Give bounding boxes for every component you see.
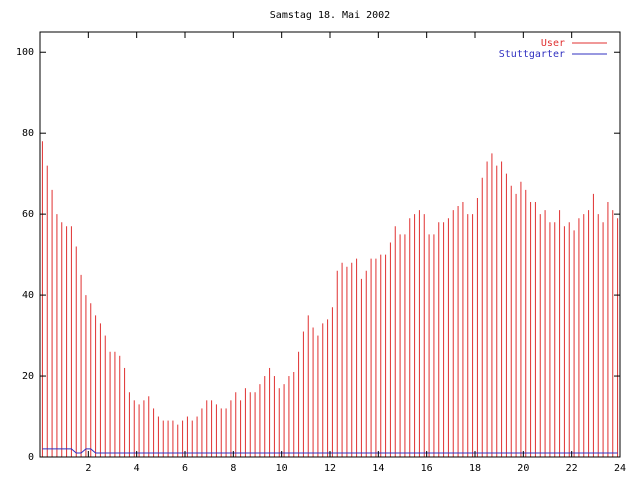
y-tick-label: 40: [22, 290, 34, 301]
y-tick-label: 60: [22, 209, 34, 220]
x-tick-label: 12: [324, 463, 336, 474]
x-tick-label: 2: [85, 463, 91, 474]
y-tick-label: 80: [22, 128, 34, 139]
plot-frame: [39, 31, 621, 458]
x-tick-label: 22: [566, 463, 578, 474]
x-tick-label: 24: [614, 463, 626, 474]
x-tick-label: 4: [134, 463, 140, 474]
x-tick-label: 18: [469, 463, 481, 474]
legend-label: User: [541, 38, 565, 49]
x-tick-label: 8: [230, 463, 236, 474]
y-tick-label: 100: [16, 47, 34, 58]
chart-title: Samstag 18. Mai 2002: [270, 10, 390, 21]
legend-label: Stuttgarter: [499, 49, 565, 60]
y-tick-label: 0: [28, 452, 34, 463]
x-tick-label: 20: [517, 463, 529, 474]
x-tick-label: 10: [276, 463, 288, 474]
x-tick-label: 14: [372, 463, 384, 474]
x-tick-label: 6: [182, 463, 188, 474]
y-tick-label: 20: [22, 371, 34, 382]
x-tick-label: 16: [421, 463, 433, 474]
